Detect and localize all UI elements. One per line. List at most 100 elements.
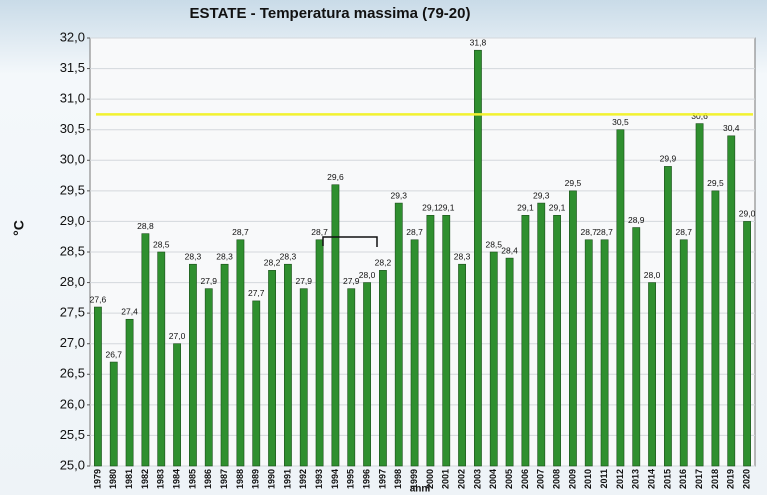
bar bbox=[236, 239, 245, 467]
x-tick-label: 2002 bbox=[456, 469, 466, 489]
value-label: 28,8 bbox=[137, 221, 154, 231]
bar bbox=[458, 263, 466, 467]
y-tick-label: 30,5 bbox=[60, 121, 85, 136]
bar bbox=[331, 184, 340, 467]
bar bbox=[173, 343, 181, 467]
bar bbox=[489, 251, 498, 467]
value-label: 29,1 bbox=[422, 203, 439, 213]
bar bbox=[394, 202, 403, 467]
bar bbox=[474, 49, 482, 467]
x-tick-label: 1998 bbox=[393, 469, 403, 489]
x-tick-label: 1981 bbox=[124, 469, 134, 489]
x-tick-label: 1997 bbox=[377, 469, 387, 489]
x-tick-label: 2016 bbox=[678, 469, 688, 489]
value-label: 29,3 bbox=[533, 190, 550, 200]
bar bbox=[711, 190, 720, 467]
value-label: 28,7 bbox=[596, 227, 613, 237]
value-label: 29,3 bbox=[390, 190, 407, 200]
value-label: 28,3 bbox=[280, 251, 297, 261]
x-tick-label: 1984 bbox=[171, 469, 181, 489]
bar bbox=[521, 215, 530, 467]
bar bbox=[315, 239, 324, 467]
bar bbox=[584, 239, 593, 467]
x-tick-label: 2008 bbox=[551, 469, 561, 489]
x-tick-label: 2001 bbox=[441, 469, 451, 489]
value-label: 29,5 bbox=[565, 178, 582, 188]
x-tick-label: 1982 bbox=[140, 469, 150, 489]
y-tick-label: 26,5 bbox=[60, 366, 85, 381]
bar bbox=[569, 190, 577, 467]
x-tick-label: 2005 bbox=[504, 469, 514, 489]
bar bbox=[426, 215, 435, 467]
value-label: 27,9 bbox=[343, 276, 360, 286]
value-label: 28,7 bbox=[675, 227, 692, 237]
bar bbox=[442, 215, 451, 467]
bar bbox=[743, 221, 751, 467]
y-tick-label: 25,5 bbox=[60, 427, 85, 442]
value-label: 28,0 bbox=[644, 270, 661, 280]
value-label: 28,9 bbox=[628, 215, 645, 225]
value-label: 28,2 bbox=[264, 258, 281, 268]
x-tick-label: 2017 bbox=[694, 469, 704, 489]
bar bbox=[94, 306, 102, 467]
value-label: 27,7 bbox=[248, 288, 265, 298]
bar bbox=[125, 318, 134, 467]
y-tick-label: 28,5 bbox=[60, 243, 85, 258]
bracket-annotation bbox=[322, 236, 378, 247]
bar bbox=[727, 135, 736, 467]
y-tick-label: 29,0 bbox=[60, 213, 85, 228]
value-label: 28,7 bbox=[311, 227, 328, 237]
value-label: 27,9 bbox=[295, 276, 312, 286]
bar bbox=[220, 263, 229, 467]
x-tick-label: 1992 bbox=[298, 469, 308, 489]
x-tick-label: 1996 bbox=[361, 469, 371, 489]
bar bbox=[695, 123, 704, 467]
y-tick-label: 31,0 bbox=[60, 91, 85, 106]
y-tick-label: 32,0 bbox=[60, 29, 85, 44]
value-label: 28,7 bbox=[580, 227, 597, 237]
x-tick-label: 2013 bbox=[631, 469, 641, 489]
value-label: 28,0 bbox=[359, 270, 376, 280]
bar bbox=[410, 239, 419, 467]
y-tick-label: 31,5 bbox=[60, 60, 85, 75]
value-label: 30,4 bbox=[723, 123, 740, 133]
value-label: 27,6 bbox=[90, 294, 107, 304]
value-label: 28,3 bbox=[185, 251, 202, 261]
y-tick-label: 26,0 bbox=[60, 396, 85, 411]
x-tick-label: 2020 bbox=[741, 469, 751, 489]
value-label: 29,1 bbox=[517, 203, 534, 213]
bar bbox=[347, 288, 356, 467]
bar bbox=[157, 251, 166, 467]
value-label: 29,1 bbox=[549, 203, 566, 213]
bar bbox=[505, 257, 514, 467]
y-tick-label: 28,0 bbox=[60, 274, 85, 289]
value-label: 30,5 bbox=[612, 117, 629, 127]
bar bbox=[189, 263, 197, 467]
x-tick-label: 1988 bbox=[235, 469, 245, 489]
bar bbox=[204, 288, 213, 467]
x-tick-label: 2014 bbox=[646, 469, 656, 489]
x-tick-label: 2010 bbox=[583, 469, 593, 489]
bar bbox=[600, 239, 609, 467]
value-label: 28,7 bbox=[232, 227, 249, 237]
x-tick-label: 1985 bbox=[187, 469, 197, 489]
x-tick-label: 2003 bbox=[472, 469, 482, 489]
bar bbox=[109, 361, 118, 467]
value-label: 28,4 bbox=[501, 245, 518, 255]
x-tick-label: 2007 bbox=[536, 469, 546, 489]
value-label: 27,0 bbox=[169, 331, 186, 341]
x-tick-label: 2018 bbox=[710, 469, 720, 489]
y-tick-label: 29,5 bbox=[60, 182, 85, 197]
x-tick-label: 2012 bbox=[615, 469, 625, 489]
x-tick-label: 2009 bbox=[567, 469, 577, 489]
x-tick-label: 1991 bbox=[282, 469, 292, 489]
x-tick-label: 1980 bbox=[108, 469, 118, 489]
x-tick-label: 2006 bbox=[520, 469, 530, 489]
x-tick-label: 1994 bbox=[330, 469, 340, 489]
x-tick-label: 2004 bbox=[488, 469, 498, 489]
value-label: 30,6 bbox=[691, 111, 708, 121]
bar bbox=[616, 129, 625, 467]
bar bbox=[268, 270, 276, 467]
value-label: 27,4 bbox=[121, 307, 138, 317]
